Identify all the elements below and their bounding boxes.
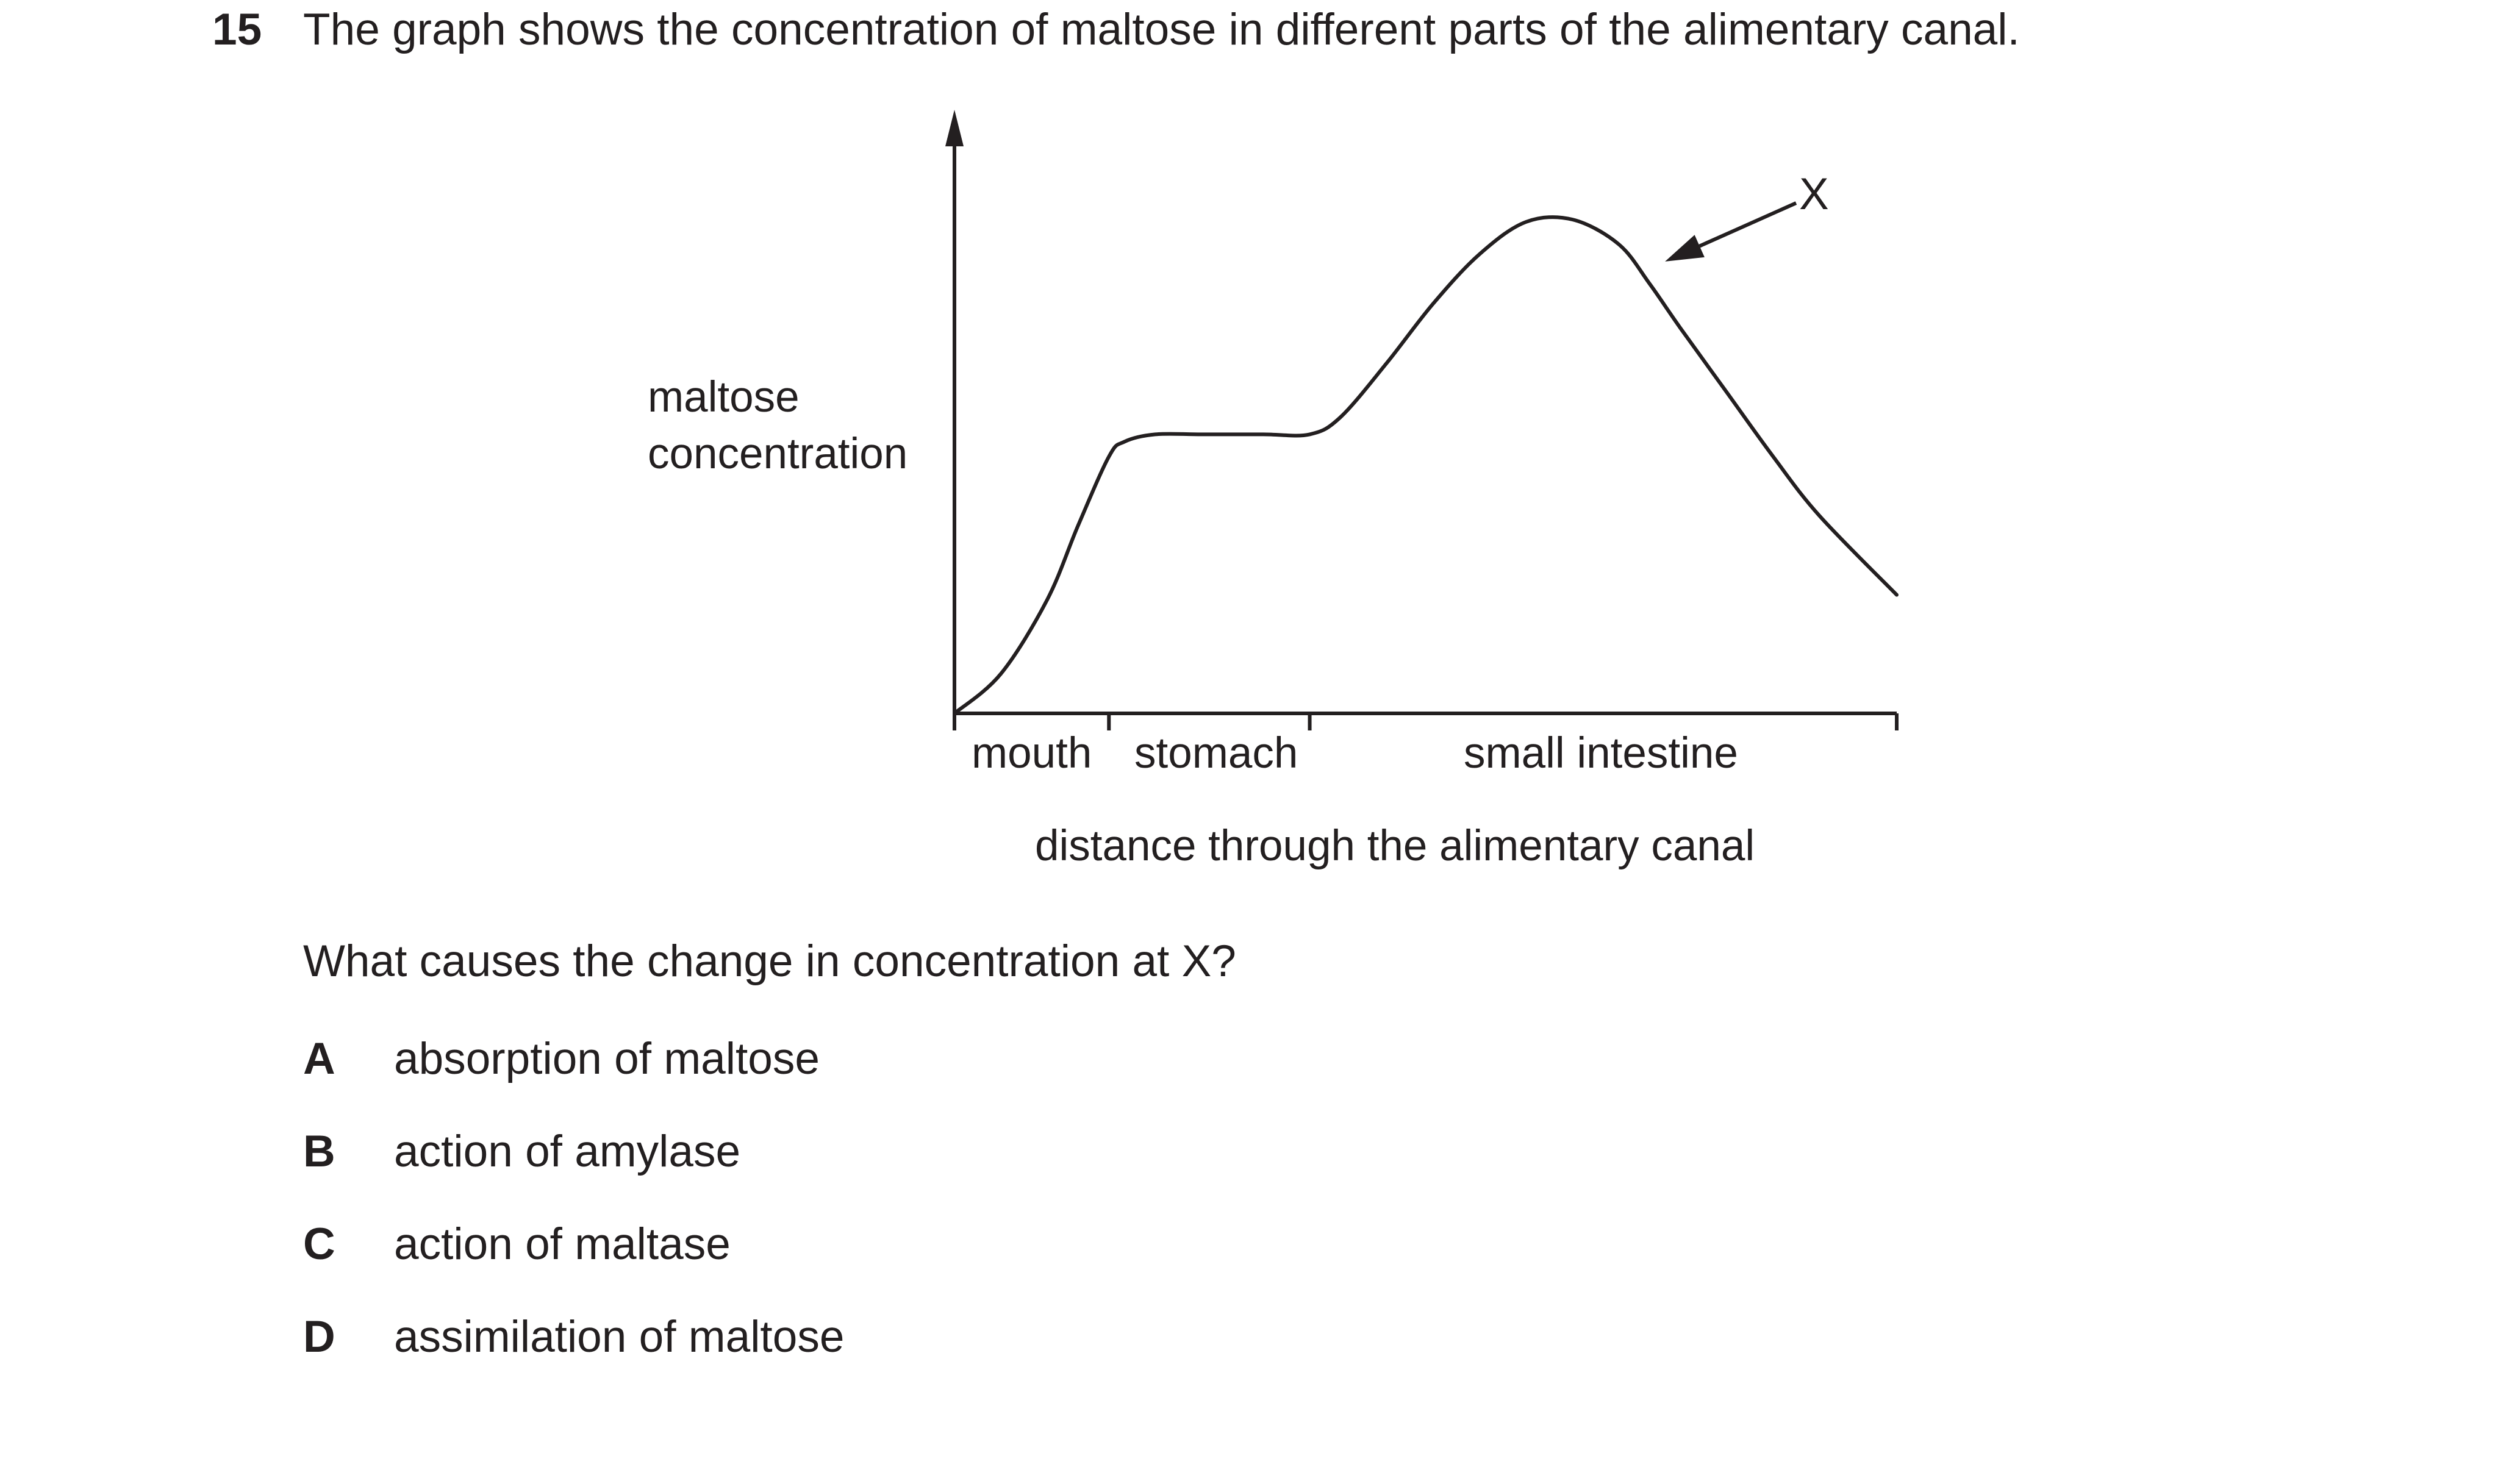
x-pointer-arrowhead [1665, 235, 1705, 262]
y-axis-arrowhead [945, 110, 964, 146]
question-text: The graph shows the concentration of mal… [303, 5, 2020, 54]
option-c-letter: C [303, 1219, 335, 1269]
maltose-curve [953, 215, 1899, 715]
x-axis-label: distance through the alimentary canal [1035, 822, 1755, 870]
y-axis-label: maltose concentration [648, 369, 1014, 482]
option-d-letter: D [303, 1312, 335, 1362]
option-b-text[interactable]: action of amylase [394, 1127, 741, 1176]
y-axis-label-line: concentration [648, 430, 908, 478]
question-number: 15 [212, 5, 262, 54]
option-c-text[interactable]: action of maltase [394, 1219, 731, 1269]
category-label-stomach: stomach [1134, 729, 1298, 777]
x-pointer-arrow [1698, 201, 1797, 248]
category-label-small-intestine: small intestine [1464, 729, 1738, 777]
annotation-x-label: X [1799, 170, 1829, 219]
option-d-text[interactable]: assimilation of maltose [394, 1312, 845, 1362]
question-prompt: What causes the change in concentration … [303, 937, 1236, 986]
option-a-letter: A [303, 1034, 335, 1083]
option-b-letter: B [303, 1127, 335, 1176]
option-a-text[interactable]: absorption of maltose [394, 1034, 820, 1083]
category-label-mouth: mouth [972, 729, 1092, 777]
y-axis-label-line: maltose [648, 373, 800, 421]
